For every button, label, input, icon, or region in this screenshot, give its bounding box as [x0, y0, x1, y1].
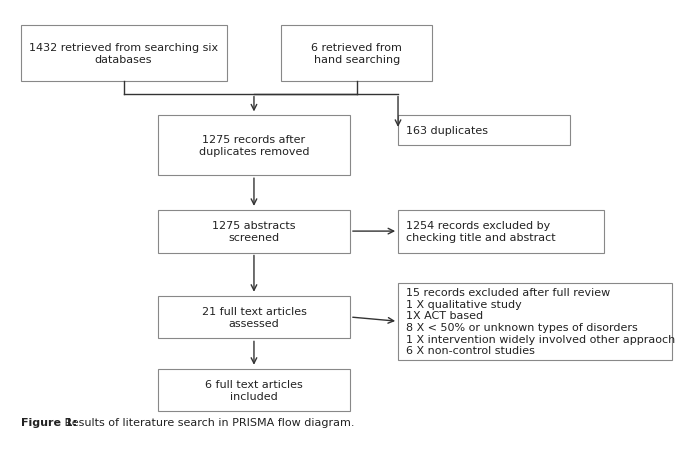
- FancyBboxPatch shape: [158, 116, 350, 176]
- FancyBboxPatch shape: [158, 210, 350, 253]
- Text: 15 records excluded after full review
1 X qualitative study
1X ACT based
8 X < 5: 15 records excluded after full review 1 …: [406, 288, 676, 355]
- Text: 1275 records after
duplicates removed: 1275 records after duplicates removed: [199, 135, 309, 156]
- Text: 6 full text articles
included: 6 full text articles included: [205, 379, 303, 401]
- FancyBboxPatch shape: [398, 116, 570, 146]
- Text: 163 duplicates: 163 duplicates: [406, 126, 489, 136]
- Text: 6 retrieved from
hand searching: 6 retrieved from hand searching: [312, 43, 402, 64]
- Text: 1275 abstracts
screened: 1275 abstracts screened: [212, 221, 295, 242]
- Text: Results of literature search in PRISMA flow diagram.: Results of literature search in PRISMA f…: [60, 417, 354, 427]
- FancyBboxPatch shape: [158, 296, 350, 339]
- Text: Figure 1:: Figure 1:: [21, 417, 77, 427]
- Text: 1432 retrieved from searching six
databases: 1432 retrieved from searching six databa…: [29, 43, 218, 64]
- FancyBboxPatch shape: [398, 210, 604, 253]
- Text: 21 full text articles
assessed: 21 full text articles assessed: [202, 307, 307, 328]
- FancyBboxPatch shape: [21, 26, 227, 82]
- FancyBboxPatch shape: [281, 26, 433, 82]
- Text: 1254 records excluded by
checking title and abstract: 1254 records excluded by checking title …: [406, 221, 556, 242]
- FancyBboxPatch shape: [398, 283, 673, 360]
- FancyBboxPatch shape: [158, 368, 350, 411]
